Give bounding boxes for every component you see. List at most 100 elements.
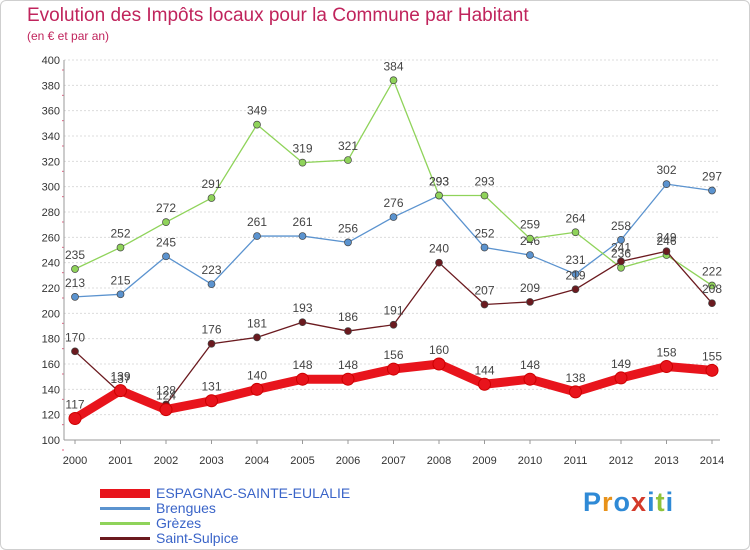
data-point	[617, 236, 625, 244]
data-point	[708, 299, 716, 308]
data-point	[344, 156, 352, 164]
legend-swatch	[100, 522, 150, 525]
data-label: 156	[383, 348, 403, 362]
data-label: 138	[565, 371, 585, 385]
legend-label: ESPAGNAC-SAINTE-EULALIE	[156, 485, 351, 501]
data-point	[68, 411, 82, 425]
data-point	[71, 265, 79, 273]
data-label: 293	[429, 175, 449, 189]
data-point	[705, 363, 719, 377]
data-label: 256	[338, 221, 358, 235]
x-tick-label: 2006	[336, 455, 360, 467]
data-point	[253, 333, 261, 342]
data-label: 149	[611, 357, 631, 371]
data-point	[207, 280, 216, 289]
data-label: 302	[656, 163, 676, 177]
data-label: 158	[656, 346, 676, 360]
data-label: 235	[65, 248, 85, 262]
data-label: 384	[383, 59, 403, 73]
data-label: 246	[656, 234, 676, 248]
y-tick-label: 140	[42, 384, 60, 396]
data-point	[571, 285, 580, 294]
y-tick-label: 240	[42, 258, 60, 270]
data-point	[298, 232, 307, 240]
data-label: 144	[474, 363, 494, 377]
data-label: 261	[247, 215, 267, 229]
legend-label: Brengues	[156, 500, 216, 516]
x-tick-label: 2007	[381, 455, 405, 467]
data-label: 261	[292, 215, 312, 229]
data-label: 272	[156, 201, 176, 215]
legend-swatch	[100, 507, 150, 510]
y-tick-label: 260	[42, 232, 60, 244]
y-tick-label: 100	[42, 435, 60, 447]
chart-title: Evolution des Impôts locaux pour la Comm…	[27, 5, 529, 26]
y-tick-label: 280	[42, 207, 60, 219]
legend-label: Saint-Sulpice	[156, 530, 239, 546]
y-tick-label: 120	[42, 410, 60, 422]
data-label: 170	[65, 330, 85, 344]
x-tick-label: 2008	[427, 455, 451, 467]
data-point	[389, 320, 398, 329]
y-tick-label: 320	[42, 156, 60, 168]
x-tick-label: 2012	[609, 455, 633, 467]
data-label: 236	[611, 247, 631, 261]
data-label: 117	[65, 397, 84, 411]
data-point	[526, 298, 534, 306]
data-label: 293	[429, 175, 449, 189]
data-point	[523, 372, 537, 386]
data-label: 208	[702, 282, 722, 296]
data-label: 213	[65, 276, 85, 290]
data-label: 223	[201, 263, 221, 277]
data-label: 249	[656, 230, 676, 244]
data-label: 293	[474, 175, 494, 189]
data-label: 207	[474, 283, 494, 297]
data-point	[480, 191, 489, 200]
data-label: 215	[110, 273, 130, 287]
data-label: 319	[292, 142, 312, 156]
data-label: 240	[429, 242, 449, 256]
data-point	[298, 318, 307, 327]
data-point	[662, 180, 671, 188]
x-tick-label: 2011	[564, 455, 588, 467]
y-tick-label: 300	[42, 182, 60, 194]
data-label: 191	[383, 304, 403, 318]
data-point	[708, 281, 716, 290]
data-point	[207, 194, 216, 202]
y-tick-label: 200	[42, 308, 60, 320]
data-point	[344, 327, 352, 335]
x-tick-label: 2001	[108, 455, 132, 467]
data-point	[205, 394, 218, 408]
x-tick-label: 2004	[245, 455, 269, 467]
data-point	[253, 232, 261, 240]
legend-swatch	[100, 537, 150, 540]
data-point	[389, 76, 398, 85]
data-point	[162, 218, 170, 226]
data-point	[253, 120, 261, 129]
data-point	[478, 377, 491, 391]
y-tick-label: 360	[42, 106, 60, 118]
data-point	[526, 251, 534, 259]
data-label: 297	[702, 169, 722, 183]
data-point	[344, 238, 352, 247]
data-point	[387, 362, 400, 376]
data-point	[708, 186, 716, 195]
data-label: 259	[520, 218, 540, 232]
data-label: 148	[338, 358, 358, 372]
y-tick-label: 380	[42, 80, 60, 92]
data-label: 219	[565, 268, 585, 282]
data-label: 193	[292, 301, 312, 315]
x-tick-label: 2002	[154, 455, 178, 467]
data-label: 252	[474, 226, 494, 240]
data-point	[116, 243, 125, 252]
data-label: 252	[110, 226, 130, 240]
data-point	[114, 384, 127, 398]
data-label: 155	[702, 349, 722, 363]
data-label: 186	[338, 310, 358, 324]
chart-subtitle: (en € et par an)	[27, 29, 110, 43]
data-label: 148	[520, 358, 540, 372]
data-label: 176	[201, 323, 221, 337]
data-label: 245	[156, 235, 176, 249]
data-label: 264	[565, 211, 585, 225]
